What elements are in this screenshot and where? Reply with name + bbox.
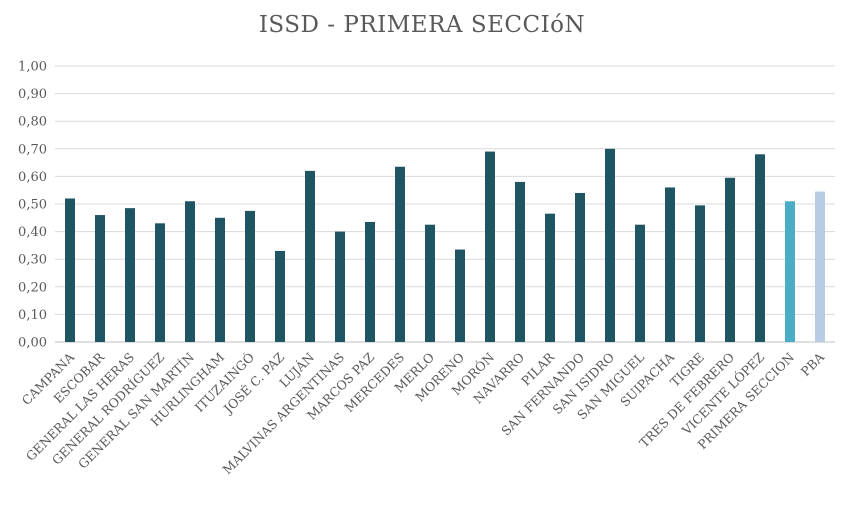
- y-tick-label: 0,70: [18, 142, 47, 157]
- bar: [575, 192, 585, 342]
- chart-title: ISSD - PRIMERA SECCIóN: [258, 12, 586, 38]
- bar: [455, 249, 465, 342]
- bar: [725, 177, 735, 342]
- y-tick-label: 0,30: [18, 253, 47, 268]
- bar: [635, 224, 645, 342]
- bar: [785, 201, 795, 342]
- bar: [365, 221, 375, 342]
- bar: [95, 215, 105, 342]
- bar: [545, 213, 555, 342]
- bar: [815, 191, 825, 342]
- x-tick-label: PBA: [798, 349, 828, 379]
- y-tick-label: 0,90: [18, 87, 47, 102]
- y-tick-label: 0,00: [18, 336, 47, 351]
- bar: [155, 223, 165, 342]
- y-axis-ticks: 0,00 0,10 0,20 0,30 0,40 0,50 0,60 0,70 0,80 0,90…: [18, 60, 47, 351]
- bar: [185, 201, 195, 342]
- bars: [65, 148, 825, 342]
- bar: [485, 151, 495, 342]
- bar: [605, 148, 615, 342]
- y-tick-label: 0,20: [18, 280, 47, 295]
- y-tick-label: 0,40: [18, 225, 47, 240]
- bar: [215, 217, 225, 342]
- bar: [275, 250, 285, 342]
- bar: [245, 210, 255, 342]
- y-tick-label: 0,60: [18, 170, 47, 185]
- y-tick-label: 1,00: [18, 60, 47, 75]
- y-tick-label: 0,10: [18, 308, 47, 323]
- y-tick-label: 0,50: [18, 198, 47, 213]
- gridlines: [55, 65, 835, 343]
- bar: [425, 224, 435, 342]
- y-tick-label: 0,80: [18, 115, 47, 130]
- bar: [665, 187, 675, 342]
- bar: [65, 198, 75, 342]
- bar: [305, 170, 315, 342]
- bar: [695, 205, 705, 342]
- bar: [335, 231, 345, 342]
- bar: [755, 154, 765, 342]
- bar: [395, 166, 405, 342]
- bar: [515, 181, 525, 342]
- bar: [125, 208, 135, 342]
